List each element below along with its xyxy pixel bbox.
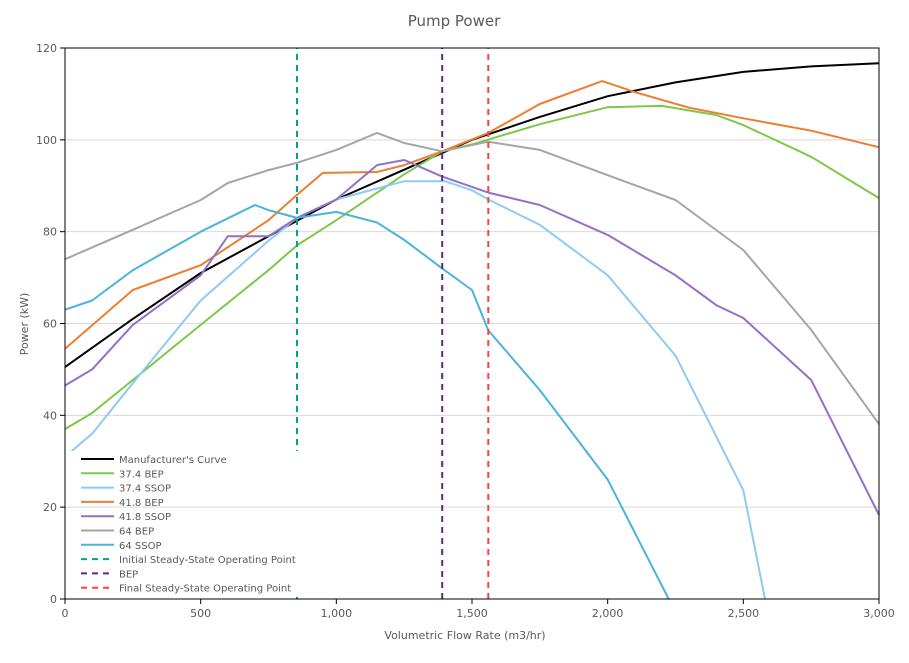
series-lines (64, 48, 880, 600)
legend-label: BEP (119, 569, 138, 580)
legend-label: 64 BEP (119, 527, 154, 538)
series-line-41-8-ssop (64, 159, 880, 516)
legend-label: Final Steady-State Operating Point (119, 584, 291, 595)
y-tick-label: 100 (36, 134, 57, 147)
legend: Manufacturer's Curve 37.4 BEP 37.4 SSOP 41.… (66, 451, 306, 597)
y-tick-label: 40 (43, 409, 57, 422)
chart-title: Pump Power (408, 12, 501, 30)
series-line-37-4-ssop (69, 180, 766, 600)
y-tick-label: 120 (36, 42, 57, 55)
x-axis-label: Volumetric Flow Rate (m3/hr) (384, 629, 545, 642)
x-tick-label: 2,000 (592, 607, 624, 620)
series-line-41-8-bep (64, 80, 880, 350)
x-tick-label: 0 (62, 607, 69, 620)
legend-label: 41.8 BEP (119, 498, 164, 509)
legend-label: 64 SSOP (119, 541, 162, 552)
legend-label: 37.4 SSOP (119, 484, 171, 495)
legend-label: Initial Steady-State Operating Point (119, 555, 296, 566)
legend-label: 37.4 BEP (119, 469, 164, 480)
x-tick-label: 3,000 (863, 607, 895, 620)
axes (60, 47, 880, 604)
x-tick-label: 1,500 (456, 607, 488, 620)
y-tick-label: 80 (43, 226, 57, 239)
y-axis-label: Power (kW) (18, 293, 31, 356)
series-line-manufacturer-s-curve (64, 62, 880, 368)
x-tick-label: 2,500 (728, 607, 760, 620)
series-line-64-bep (64, 131, 880, 425)
x-tick-label: 1,000 (321, 607, 353, 620)
tick-labels: 0 20 40 60 80 100 120 0 500 1,000 1,500 2,000 2,500 3… (36, 42, 895, 620)
series-line-64-ssop (64, 204, 670, 600)
gridlines (65, 47, 879, 508)
y-tick-label: 20 (43, 501, 57, 514)
legend-label: 41.8 SSOP (119, 512, 171, 523)
y-tick-label: 0 (50, 593, 57, 606)
legend-label: Manufacturer's Curve (119, 455, 227, 466)
x-tick-label: 500 (190, 607, 211, 620)
y-tick-label: 60 (43, 318, 57, 331)
